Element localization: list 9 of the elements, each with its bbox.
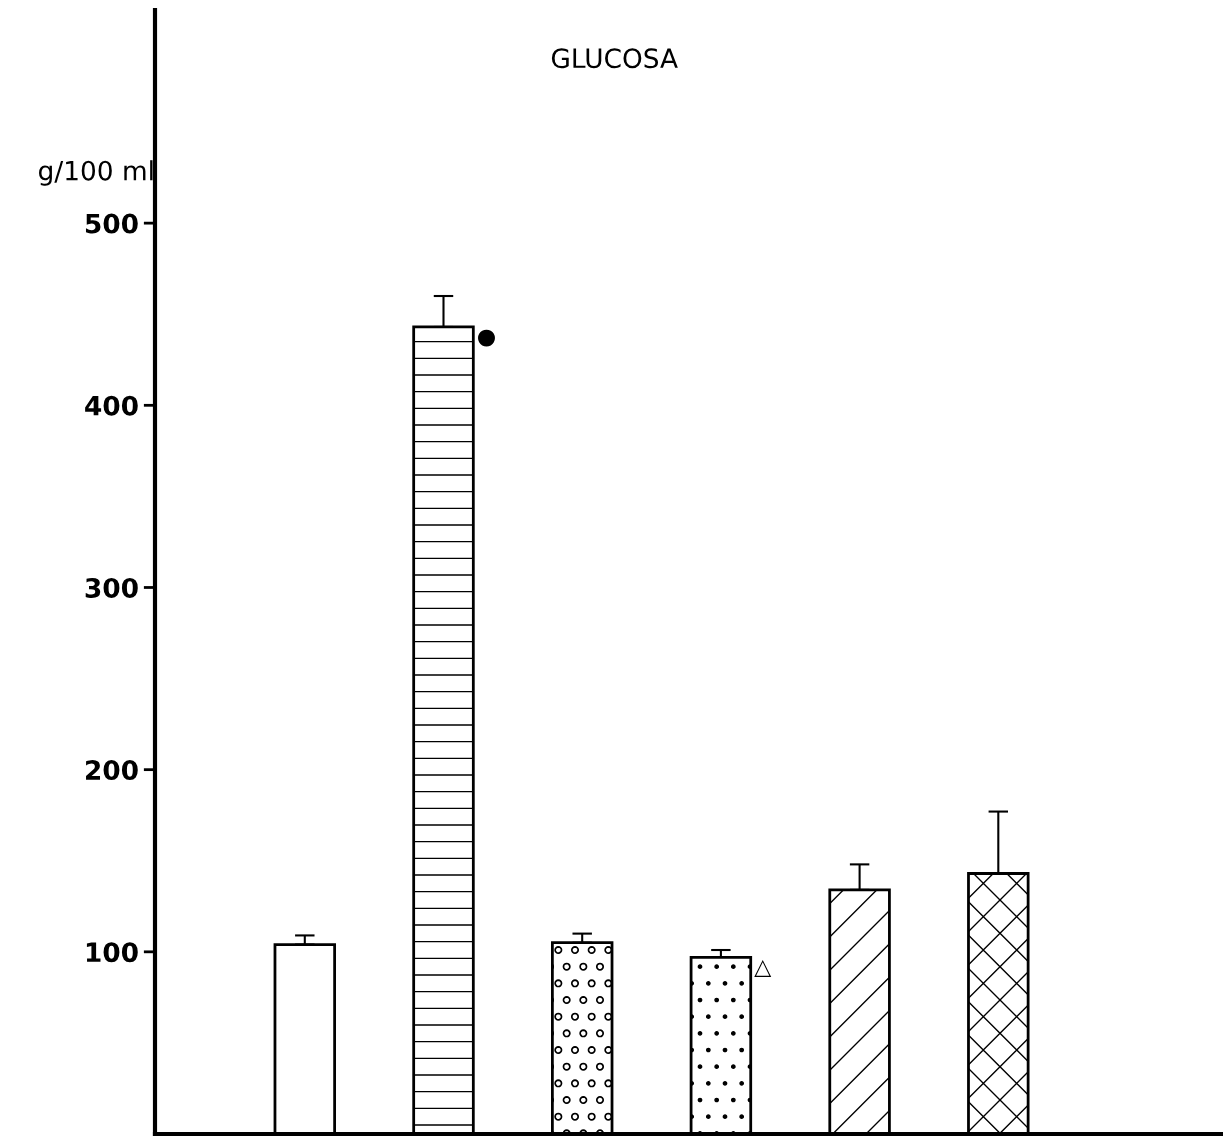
y-tick-label: 500	[85, 213, 138, 234]
text: GLUCOSA	[551, 48, 678, 69]
y-tick-label: 100	[86, 942, 138, 963]
y-axis-title: g/100 ml	[39, 160, 153, 186]
data-label: ●	[478, 329, 495, 347]
data-label: △	[754, 959, 772, 977]
y-tick-label: 400	[85, 395, 138, 416]
y-tick-label: 300	[85, 577, 138, 598]
y-tick-label: 200	[86, 760, 138, 781]
